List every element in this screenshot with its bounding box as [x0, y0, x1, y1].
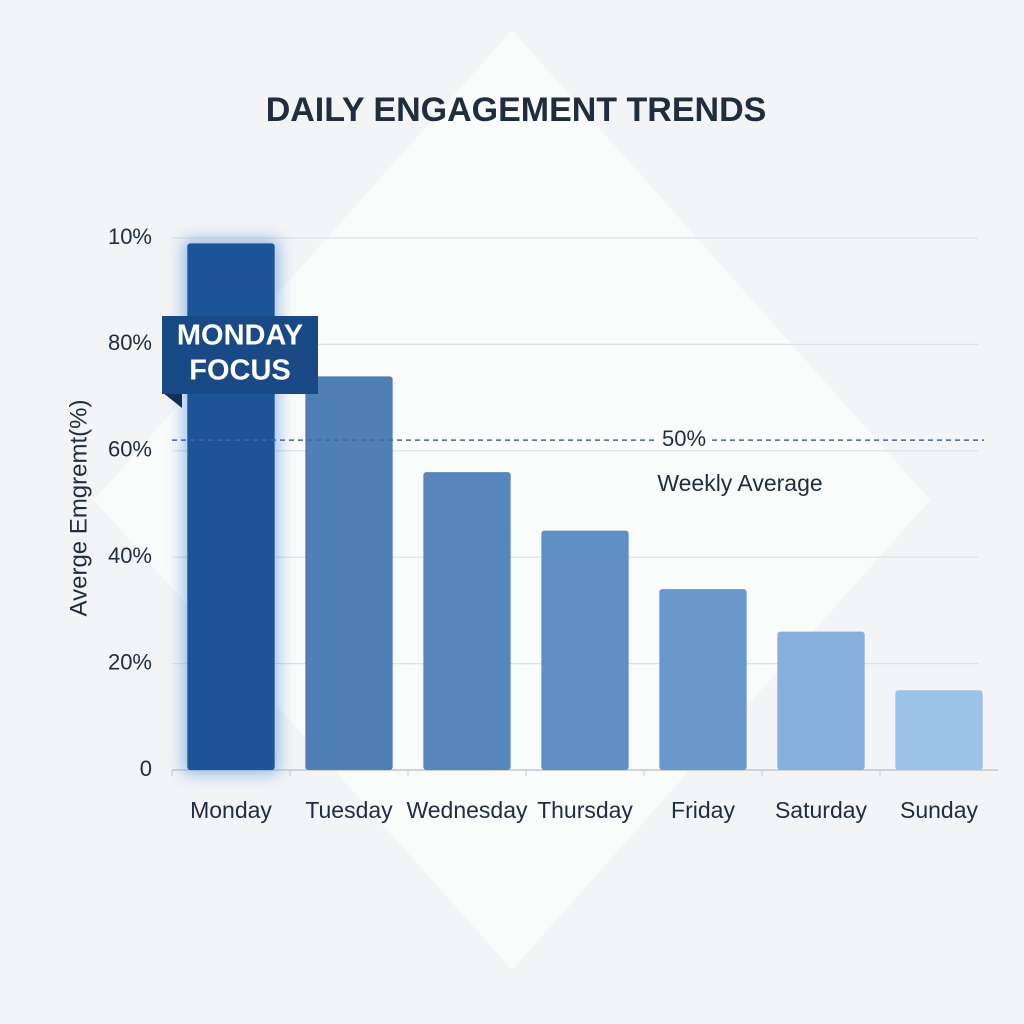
bar	[423, 472, 511, 770]
x-tick-label: Sunday	[900, 797, 979, 823]
y-tick-label: 0	[140, 756, 152, 781]
x-tick-label: Saturday	[775, 797, 868, 823]
x-tick-label: Tuesday	[305, 797, 393, 823]
x-tick-label: Wednesday	[406, 797, 528, 823]
x-tick-label: Thursday	[537, 797, 633, 823]
callout-tail	[162, 392, 182, 408]
y-tick-label: 80%	[108, 330, 152, 355]
x-tick-label: Monday	[190, 797, 272, 823]
callout-text: FOCUS	[189, 355, 291, 387]
callout-text: MONDAY	[177, 320, 303, 352]
y-axis-label: Averge Emgremt(%)	[65, 400, 92, 617]
y-tick-label: 10%	[108, 224, 152, 249]
callout-box	[162, 316, 318, 394]
y-tick-label: 20%	[108, 649, 152, 674]
reference-name-label: Weekly Average	[657, 470, 822, 496]
x-tick-label: Friday	[671, 797, 735, 823]
reference-value-label: 50%	[662, 426, 706, 451]
bar	[777, 631, 865, 770]
bar	[659, 589, 747, 770]
y-tick-label: 60%	[108, 437, 152, 462]
bar	[305, 376, 393, 770]
bar	[895, 690, 983, 770]
bar	[541, 530, 629, 770]
chart-title: DAILY ENGAGEMENT TRENDS	[266, 91, 767, 129]
y-tick-label: 40%	[108, 543, 152, 568]
